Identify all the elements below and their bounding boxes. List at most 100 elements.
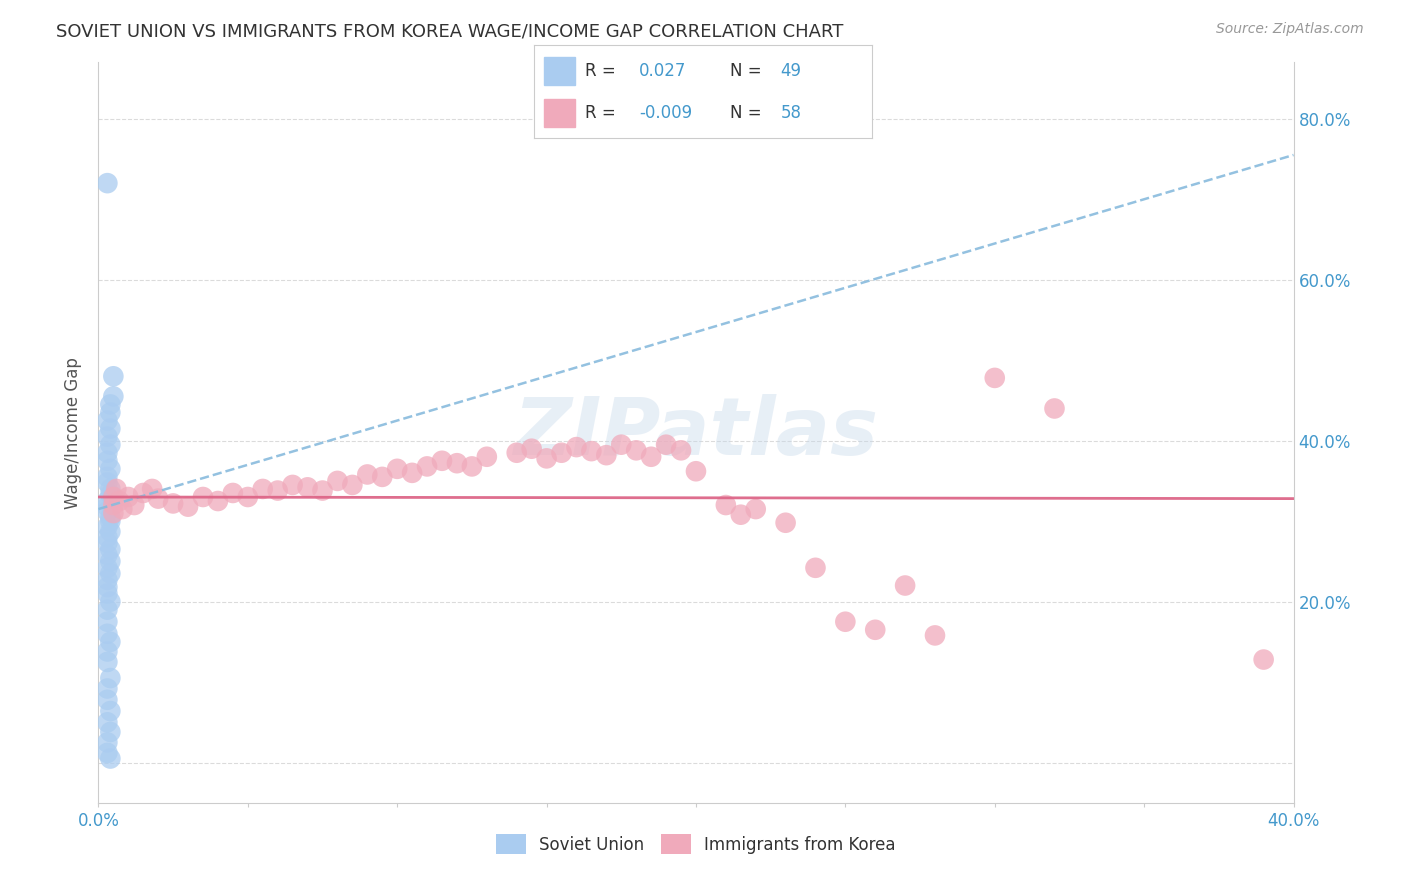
Point bbox=[655, 438, 678, 452]
Point bbox=[267, 483, 290, 498]
Point bbox=[96, 627, 118, 641]
Point bbox=[311, 483, 333, 498]
Point bbox=[96, 536, 118, 550]
Point bbox=[96, 615, 118, 629]
Point bbox=[595, 448, 617, 462]
Point bbox=[96, 655, 118, 669]
Point bbox=[96, 176, 118, 190]
Text: -0.009: -0.009 bbox=[638, 104, 692, 122]
Point bbox=[98, 462, 122, 476]
Point bbox=[96, 735, 118, 749]
Point bbox=[111, 502, 134, 516]
Point bbox=[506, 446, 529, 460]
Point bbox=[281, 478, 304, 492]
Point bbox=[108, 494, 131, 508]
Point bbox=[834, 615, 856, 629]
Point bbox=[98, 482, 122, 496]
Point bbox=[775, 516, 797, 530]
Text: N =: N = bbox=[730, 104, 762, 122]
Point bbox=[98, 524, 122, 539]
Text: R =: R = bbox=[585, 104, 616, 122]
Point bbox=[730, 508, 752, 522]
Point bbox=[342, 478, 364, 492]
Point bbox=[446, 456, 468, 470]
Point bbox=[98, 566, 122, 581]
Point bbox=[1043, 401, 1066, 416]
Point bbox=[96, 746, 118, 760]
Point bbox=[96, 500, 118, 514]
Point bbox=[236, 490, 259, 504]
Point bbox=[98, 635, 122, 649]
Point bbox=[98, 487, 122, 501]
Point bbox=[177, 500, 200, 514]
Point bbox=[96, 530, 118, 544]
Point bbox=[96, 644, 118, 658]
Point bbox=[98, 397, 122, 411]
FancyBboxPatch shape bbox=[544, 99, 575, 127]
Point bbox=[96, 413, 118, 427]
Point bbox=[98, 514, 122, 528]
Point bbox=[430, 454, 453, 468]
Text: ZIPatlas: ZIPatlas bbox=[513, 393, 879, 472]
Point bbox=[356, 467, 378, 482]
Point bbox=[581, 444, 603, 458]
Point bbox=[745, 502, 768, 516]
Point bbox=[103, 389, 125, 403]
Point bbox=[416, 459, 439, 474]
Point bbox=[371, 470, 394, 484]
Point bbox=[96, 470, 118, 484]
Point bbox=[98, 671, 122, 685]
Point bbox=[103, 490, 125, 504]
Point bbox=[98, 704, 122, 718]
Point bbox=[96, 446, 118, 460]
Point bbox=[103, 369, 125, 384]
Text: SOVIET UNION VS IMMIGRANTS FROM KOREA WAGE/INCOME GAP CORRELATION CHART: SOVIET UNION VS IMMIGRANTS FROM KOREA WA… bbox=[56, 22, 844, 40]
Point bbox=[96, 715, 118, 730]
Point bbox=[297, 480, 319, 494]
Point bbox=[96, 693, 118, 707]
Point bbox=[610, 438, 633, 452]
FancyBboxPatch shape bbox=[544, 57, 575, 85]
Point bbox=[98, 510, 122, 524]
Point bbox=[96, 454, 118, 468]
Point bbox=[98, 405, 122, 419]
Point bbox=[894, 578, 917, 592]
Point bbox=[714, 498, 737, 512]
Text: 49: 49 bbox=[780, 62, 801, 79]
Point bbox=[132, 486, 155, 500]
Point bbox=[98, 421, 122, 435]
Point bbox=[105, 482, 128, 496]
Point bbox=[669, 443, 692, 458]
Point bbox=[536, 451, 558, 466]
Point bbox=[865, 623, 887, 637]
Text: Source: ZipAtlas.com: Source: ZipAtlas.com bbox=[1216, 22, 1364, 37]
Point bbox=[96, 580, 118, 594]
Point bbox=[96, 602, 118, 616]
Point bbox=[252, 482, 274, 496]
Text: 0.027: 0.027 bbox=[638, 62, 686, 79]
Point bbox=[96, 494, 118, 508]
Point bbox=[475, 450, 498, 464]
Point bbox=[520, 442, 543, 456]
Point bbox=[96, 573, 118, 587]
Point bbox=[461, 459, 484, 474]
Point bbox=[565, 440, 588, 454]
Point bbox=[96, 504, 118, 518]
Point bbox=[626, 443, 648, 458]
Point bbox=[98, 594, 122, 608]
Point bbox=[96, 586, 118, 600]
Point bbox=[103, 498, 125, 512]
Point bbox=[924, 628, 946, 642]
Text: 58: 58 bbox=[780, 104, 801, 122]
Point bbox=[401, 466, 423, 480]
Point bbox=[141, 482, 163, 496]
Point bbox=[96, 561, 118, 575]
Point bbox=[222, 486, 245, 500]
Point bbox=[96, 548, 118, 562]
Point bbox=[96, 475, 118, 490]
Point bbox=[984, 371, 1007, 385]
Point bbox=[98, 542, 122, 557]
Point bbox=[326, 474, 349, 488]
Point bbox=[103, 506, 125, 520]
Text: N =: N = bbox=[730, 62, 762, 79]
